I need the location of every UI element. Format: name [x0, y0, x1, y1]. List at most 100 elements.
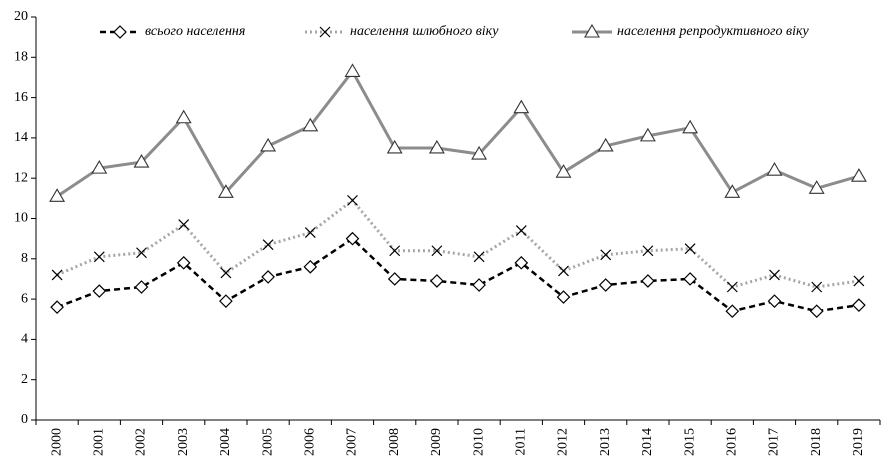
marker	[682, 119, 699, 134]
marker	[428, 139, 445, 154]
marker	[809, 304, 824, 319]
marker	[513, 99, 530, 114]
marker	[91, 160, 108, 174]
marker	[261, 270, 275, 284]
marker	[641, 274, 655, 288]
x-tick-label: 2015	[682, 428, 697, 456]
marker	[472, 278, 486, 292]
x-tick-label: 2013	[598, 428, 613, 456]
marker	[303, 260, 318, 274]
series-line	[56, 198, 860, 289]
marker	[430, 274, 444, 288]
legend-marker	[113, 25, 127, 39]
marker	[50, 300, 64, 315]
marker	[302, 117, 319, 132]
x-tick-label: 2011	[514, 428, 529, 455]
x-tick-label: 2016	[725, 428, 740, 456]
marker	[683, 272, 697, 286]
marker	[850, 168, 867, 182]
marker	[515, 225, 527, 237]
x-tick-label: 2003	[176, 428, 191, 456]
marker	[92, 284, 107, 298]
y-tick-label: 10	[14, 211, 28, 226]
y-tick-label: 14	[14, 130, 28, 145]
marker	[347, 194, 358, 206]
marker	[853, 275, 865, 287]
marker	[514, 255, 529, 270]
y-tick-label: 12	[14, 170, 28, 185]
legend-marker	[319, 26, 331, 38]
marker	[136, 247, 147, 259]
marker	[555, 164, 572, 178]
x-tick-label: 2005	[260, 428, 275, 456]
marker	[219, 294, 233, 308]
x-tick-label: 2002	[134, 428, 149, 456]
marker	[471, 145, 488, 160]
marker	[345, 231, 360, 246]
marker	[262, 239, 274, 251]
marker	[178, 219, 190, 230]
y-tick-label: 20	[14, 9, 28, 24]
marker	[304, 227, 316, 239]
marker	[386, 139, 403, 154]
series-line	[56, 68, 860, 198]
marker	[49, 188, 66, 202]
legend-label: всього населення	[145, 24, 245, 39]
x-tick-label: 2004	[218, 428, 233, 456]
marker	[387, 272, 402, 286]
y-tick-label: 16	[14, 90, 28, 105]
x-tick-label: 2008	[387, 428, 402, 456]
x-tick-label: 2019	[851, 428, 866, 456]
marker	[808, 180, 825, 194]
y-tick-label: 4	[21, 332, 28, 347]
x-tick-label: 2010	[471, 428, 486, 456]
marker	[93, 251, 105, 263]
x-tick-label: 2014	[640, 428, 655, 456]
series-line	[56, 237, 860, 313]
x-tick-label: 2000	[49, 428, 64, 456]
marker	[556, 290, 571, 304]
x-tick-label: 2009	[429, 428, 444, 456]
marker	[724, 184, 741, 198]
x-tick-label: 2018	[809, 428, 824, 456]
marker	[473, 251, 485, 263]
marker	[852, 298, 866, 312]
x-tick-label: 2006	[303, 428, 318, 456]
marker	[639, 127, 656, 142]
marker	[344, 63, 361, 77]
marker	[811, 281, 823, 293]
y-tick-label: 0	[21, 412, 28, 427]
marker	[217, 184, 234, 198]
marker	[260, 137, 277, 152]
marker	[389, 245, 401, 257]
marker	[600, 249, 612, 261]
marker	[51, 269, 63, 281]
x-tick-label: 2007	[345, 428, 360, 456]
legend-label: населення шлюбного віку	[350, 24, 499, 39]
marker	[220, 267, 232, 279]
y-tick-label: 6	[21, 291, 28, 306]
marker	[176, 255, 191, 270]
marker	[133, 153, 150, 168]
marker	[558, 265, 569, 277]
marker	[726, 281, 738, 293]
x-tick-label: 2001	[92, 428, 107, 456]
marker	[598, 278, 613, 292]
marker	[767, 294, 782, 308]
marker	[134, 280, 149, 294]
legend-marker	[584, 23, 600, 38]
marker	[642, 245, 654, 257]
x-tick-label: 2017	[767, 428, 782, 456]
marker	[684, 243, 696, 255]
y-tick-label: 8	[21, 251, 28, 266]
x-tick-label: 2012	[556, 428, 571, 456]
y-tick-label: 2	[21, 372, 28, 387]
legend-label: населення репродуктивного віку	[617, 24, 810, 39]
y-tick-label: 18	[14, 50, 28, 65]
marker	[769, 269, 780, 281]
marker	[725, 304, 740, 319]
marker	[175, 109, 192, 124]
marker	[766, 162, 783, 176]
marker	[431, 245, 443, 257]
